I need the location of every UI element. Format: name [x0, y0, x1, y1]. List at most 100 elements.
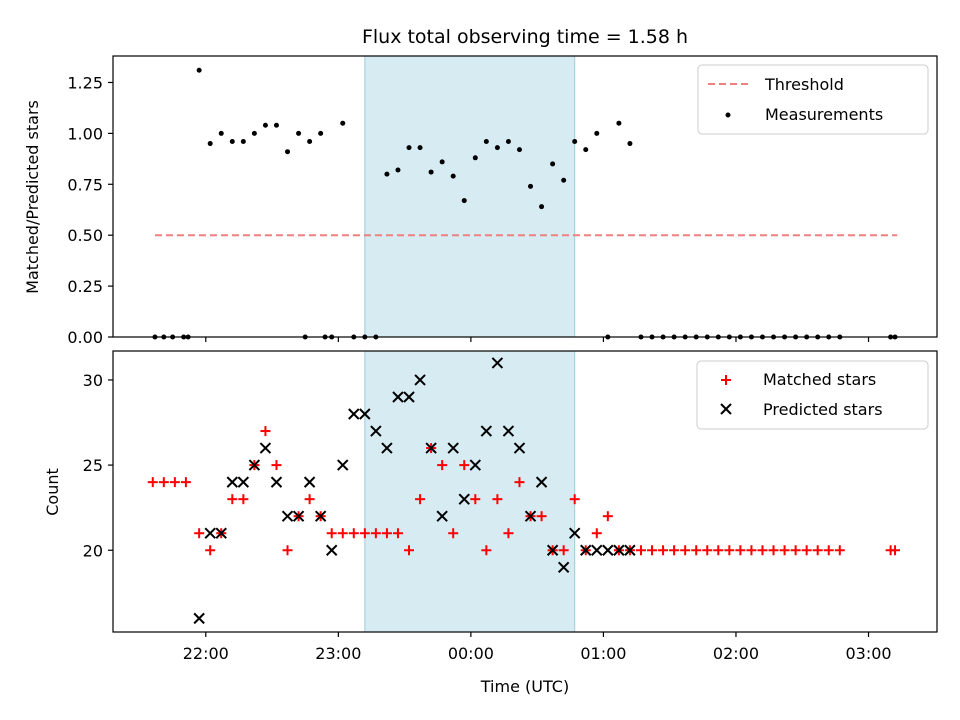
matched-star-point [271, 460, 282, 471]
bottom-x-tick-label: 23:00 [315, 644, 361, 663]
predicted-star-point [226, 476, 238, 488]
top-y-tick-label: 1.25 [67, 73, 103, 92]
measurement-point [251, 130, 257, 136]
measurement-point [494, 145, 500, 151]
measurement-point [428, 169, 434, 175]
measurement-point [627, 141, 633, 147]
matched-star-point [381, 528, 392, 539]
predicted-star-point [436, 510, 448, 522]
chart-title: Flux total observing time = 1.58 h [362, 26, 688, 48]
predicted-star-point [447, 442, 459, 454]
matched-star-point [514, 477, 525, 488]
predicted-star-point [480, 425, 493, 437]
predicted-star-point [591, 544, 603, 556]
predicted-star-point [314, 510, 327, 522]
predicted-star-point [613, 544, 625, 556]
bottom-y-axis-label: Count [43, 468, 62, 516]
matched-star-point [448, 528, 459, 539]
measurement-point [196, 67, 202, 73]
bottom-x-tick-label: 03:00 [845, 644, 891, 663]
measurement-point [307, 139, 313, 145]
matched-star-point [735, 545, 746, 556]
matched-star-point [724, 545, 735, 556]
matched-star-point [282, 545, 293, 556]
matched-star-point [415, 494, 426, 505]
measurement-point [461, 198, 467, 204]
matched-star-point [180, 477, 191, 488]
matched-star-point [492, 494, 503, 505]
predicted-star-point [425, 442, 437, 454]
matched-star-point [602, 511, 613, 522]
measurement-point [229, 139, 235, 145]
top-y-tick-label: 0.75 [67, 175, 103, 194]
predicted-star-point [292, 510, 305, 522]
matched-star-point [713, 545, 724, 556]
measurement-point [240, 139, 246, 145]
matched-star-point [503, 528, 514, 539]
top-y-ticks: 0.00 0.25 0.50 0.75 1.00 1.25 [67, 73, 113, 347]
x-axis-label: Time (UTC) [480, 677, 569, 696]
predicted-star-point [502, 425, 515, 437]
matched-star-point [304, 494, 315, 505]
predicted-star-point [325, 544, 338, 556]
measurement-point [450, 173, 456, 179]
bottom-marks [147, 357, 901, 625]
matched-star-point [205, 545, 216, 556]
matched-star-point [227, 494, 238, 505]
top-y-tick-label: 0.00 [67, 328, 103, 347]
bottom-y-tick-label: 20 [83, 541, 103, 560]
matched-star-point [326, 528, 337, 539]
measurement-point [528, 183, 534, 189]
matched-star-point [169, 477, 180, 488]
predicted-star-point [215, 527, 227, 539]
measurement-point [616, 120, 622, 126]
matched-star-point [591, 528, 602, 539]
bottom-legend-box [696, 360, 929, 430]
matched-star-point [834, 545, 845, 556]
top-axes-frame [112, 55, 938, 338]
measurement-point [384, 171, 390, 177]
matched-star-point [801, 545, 812, 556]
measurement-point [516, 147, 522, 153]
bottom-panel: 20 25 30 22:00 23:00 00:00 01:00 02:00 03:00 Co… [43, 350, 938, 696]
matched-star-point [437, 460, 448, 471]
measurement-point [594, 130, 600, 136]
top-legend: Threshold Measurements [697, 64, 929, 135]
bottom-y-ticks: 20 25 30 [83, 371, 113, 560]
bottom-legend: Matched stars Predicted stars [696, 360, 929, 430]
matched-star-point [702, 545, 713, 556]
top-shaded-span [364, 55, 576, 338]
predicted-star-point [348, 408, 360, 420]
predicted-star-point [237, 476, 250, 488]
matched-star-point [691, 545, 702, 556]
bottom-shaded-span [364, 350, 576, 633]
measurement-point [505, 139, 511, 145]
bottom-x-tick-label: 01:00 [580, 644, 626, 663]
measurement-point [417, 145, 423, 151]
matched-star-point [790, 545, 801, 556]
predicted-star-point [303, 476, 316, 488]
measurement-point [340, 120, 346, 126]
legend-matched-swatch [721, 375, 731, 385]
predicted-star-point [469, 459, 482, 471]
predicted-star-point [513, 442, 526, 454]
matched-star-point [260, 426, 271, 437]
measurement-point [395, 167, 401, 173]
matched-star-point [635, 545, 646, 556]
matched-star-point [348, 528, 359, 539]
matched-star-point [337, 528, 348, 539]
predicted-star-point [259, 442, 272, 454]
measurement-point [296, 130, 302, 136]
predicted-star-point [624, 544, 636, 556]
measurement-point [207, 141, 213, 147]
legend-predicted-label: Predicted stars [763, 400, 883, 419]
matched-star-point [147, 477, 158, 488]
matched-star-point [890, 545, 901, 556]
predicted-star-point [381, 442, 393, 454]
measurement-point [583, 147, 589, 153]
matched-star-point [158, 477, 169, 488]
bottom-y-tick-label: 25 [83, 456, 103, 475]
legend-measurements-swatch [725, 112, 731, 118]
legend-predicted-swatch [720, 403, 732, 415]
